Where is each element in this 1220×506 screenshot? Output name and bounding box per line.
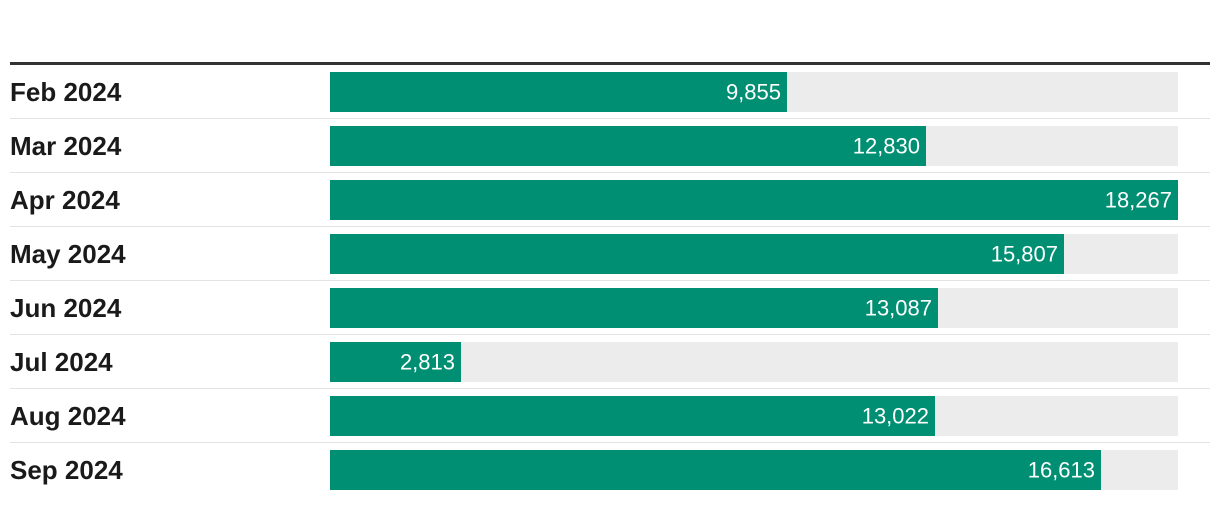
bar-value-label: 18,267 bbox=[1105, 188, 1172, 213]
bar-value-label: 12,830 bbox=[853, 134, 920, 159]
bar bbox=[330, 450, 1101, 490]
bar-value-label: 13,087 bbox=[865, 296, 932, 321]
bar-value-label: 2,813 bbox=[400, 350, 455, 375]
bar-value-label: 15,807 bbox=[991, 242, 1058, 267]
bar bbox=[330, 126, 926, 166]
category-label: Mar 2024 bbox=[10, 131, 122, 161]
category-label: Feb 2024 bbox=[10, 77, 122, 107]
bar bbox=[330, 180, 1178, 220]
bar-value-label: 9,855 bbox=[726, 80, 781, 105]
category-label: Aug 2024 bbox=[10, 401, 126, 431]
bar bbox=[330, 396, 935, 436]
category-label: Apr 2024 bbox=[10, 185, 120, 215]
category-label: Jun 2024 bbox=[10, 293, 122, 323]
bar bbox=[330, 234, 1064, 274]
category-label: May 2024 bbox=[10, 239, 126, 269]
bar bbox=[330, 342, 461, 382]
bar bbox=[330, 72, 787, 112]
bar-value-label: 13,022 bbox=[862, 404, 929, 429]
category-label: Sep 2024 bbox=[10, 455, 123, 485]
category-label: Jul 2024 bbox=[10, 347, 113, 377]
bar-rows: Feb 2024 9,855 Mar 2024 12,830 Apr 2024 18,26… bbox=[10, 72, 1210, 490]
bar-value-label: 16,613 bbox=[1028, 458, 1095, 483]
bar bbox=[330, 288, 938, 328]
bar-track bbox=[330, 342, 1178, 382]
